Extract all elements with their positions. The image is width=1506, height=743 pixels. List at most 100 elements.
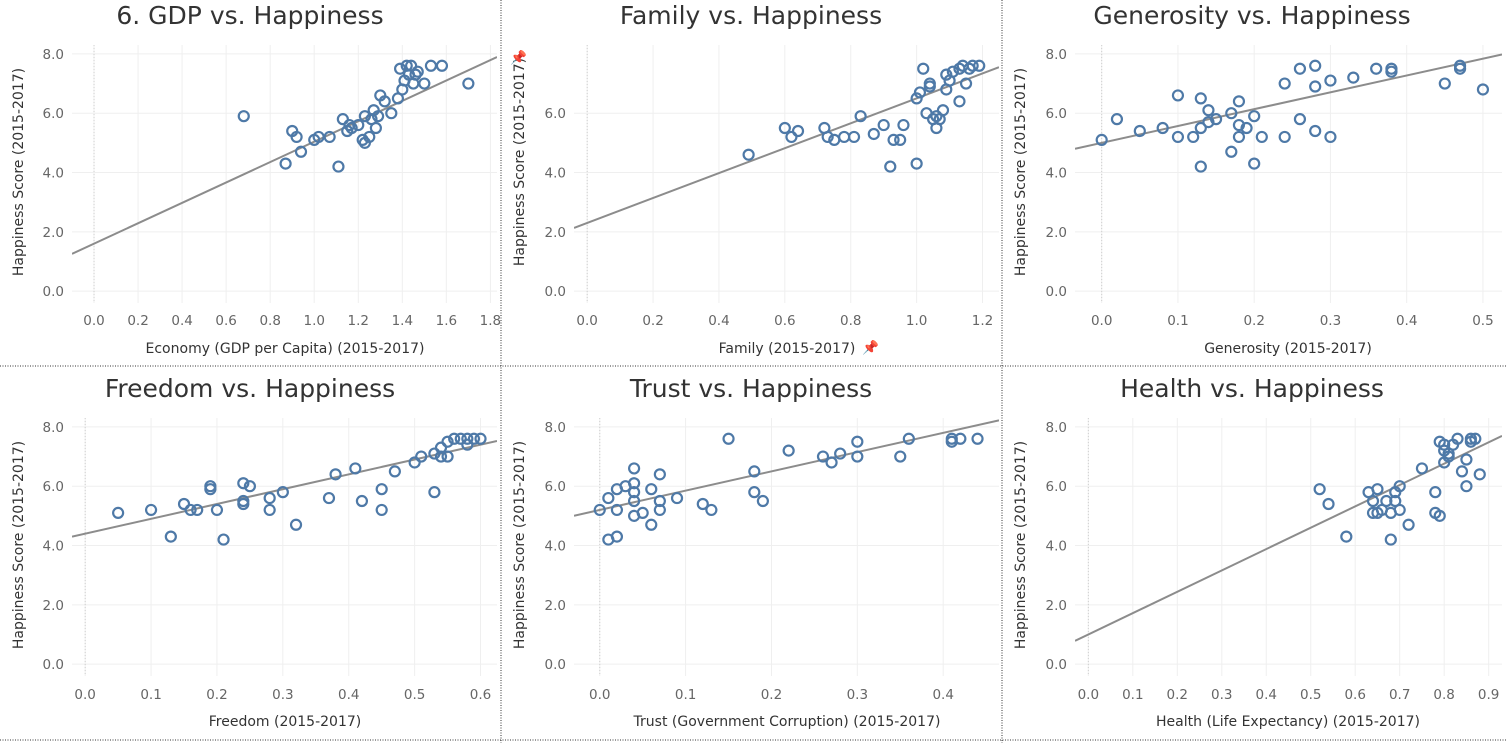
data-point[interactable] [610, 530, 624, 543]
data-point[interactable] [940, 68, 953, 81]
data-point[interactable] [1380, 494, 1393, 508]
data-point[interactable] [1209, 113, 1223, 126]
data-point[interactable] [742, 148, 755, 161]
data-point[interactable] [610, 503, 624, 517]
data-point[interactable] [1232, 130, 1246, 144]
data-point[interactable] [1347, 71, 1360, 84]
data-point[interactable] [670, 491, 684, 505]
data-point[interactable] [462, 77, 475, 90]
data-point[interactable] [782, 444, 795, 457]
data-point[interactable] [894, 133, 907, 146]
data-point[interactable] [448, 432, 461, 445]
data-point[interactable] [593, 503, 606, 517]
data-point[interactable] [791, 124, 805, 138]
data-point[interactable] [1278, 77, 1291, 90]
data-point[interactable] [628, 462, 641, 475]
data-point[interactable] [816, 450, 830, 463]
data-point[interactable] [838, 130, 851, 144]
data-point[interactable] [884, 160, 897, 173]
data-point[interactable] [1469, 432, 1482, 445]
data-point[interactable] [910, 92, 923, 105]
data-point[interactable] [418, 77, 431, 90]
data-point[interactable] [696, 497, 709, 511]
data-point[interactable] [177, 497, 191, 511]
data-point[interactable] [722, 432, 735, 445]
data-point[interactable] [954, 432, 967, 445]
data-point[interactable] [263, 491, 276, 505]
data-point[interactable] [913, 86, 927, 99]
data-point[interactable] [897, 118, 910, 132]
data-point[interactable] [237, 494, 250, 508]
data-point[interactable] [1293, 113, 1307, 126]
data-point[interactable] [1473, 468, 1486, 481]
data-point[interactable] [409, 68, 422, 81]
data-point[interactable] [1240, 121, 1253, 135]
data-point[interactable] [343, 118, 356, 132]
data-point[interactable] [959, 77, 973, 90]
data-point[interactable] [378, 95, 391, 108]
data-point[interactable] [164, 530, 177, 543]
data-point[interactable] [144, 503, 158, 517]
data-point[interactable] [1340, 530, 1353, 543]
data-point[interactable] [329, 468, 342, 481]
data-point[interactable] [1385, 65, 1398, 78]
data-point[interactable] [821, 130, 834, 144]
data-point[interactable] [474, 432, 487, 445]
data-point[interactable] [1293, 62, 1307, 75]
data-point[interactable] [415, 450, 428, 463]
data-point[interactable] [825, 456, 838, 469]
data-point[interactable] [854, 110, 867, 123]
data-point[interactable] [834, 447, 847, 460]
data-point[interactable] [1370, 62, 1383, 75]
data-point[interactable] [851, 450, 864, 463]
data-point[interactable] [1171, 89, 1185, 102]
data-point[interactable] [1313, 483, 1326, 496]
data-point[interactable] [461, 438, 474, 451]
data-point[interactable] [243, 480, 257, 493]
data-point[interactable] [756, 494, 769, 508]
data-point[interactable] [966, 59, 979, 72]
data-point[interactable] [467, 432, 481, 445]
data-point[interactable] [653, 503, 666, 517]
data-point[interactable] [1324, 130, 1337, 144]
data-point[interactable] [1402, 518, 1415, 531]
data-point[interactable] [435, 59, 449, 72]
data-point[interactable] [705, 503, 718, 517]
data-point[interactable] [645, 518, 658, 531]
data-point[interactable] [1460, 480, 1473, 493]
data-point[interactable] [394, 62, 407, 75]
data-point[interactable] [1133, 124, 1146, 138]
data-point[interactable] [953, 95, 966, 108]
data-point[interactable] [1415, 462, 1429, 475]
data-point[interactable] [1110, 113, 1124, 126]
data-point[interactable] [1433, 509, 1446, 522]
data-point[interactable] [1393, 503, 1406, 517]
data-point[interactable] [388, 465, 401, 478]
data-point[interactable] [289, 518, 303, 531]
data-point[interactable] [112, 506, 125, 519]
data-point[interactable] [653, 468, 666, 481]
data-point[interactable] [1366, 494, 1380, 508]
data-point[interactable] [628, 486, 641, 499]
data-point[interactable] [1322, 497, 1335, 511]
data-point[interactable] [877, 118, 890, 132]
data-point[interactable] [1248, 157, 1261, 170]
data-point[interactable] [434, 441, 448, 454]
pin-icon[interactable]: 📌 [862, 339, 879, 356]
data-point[interactable] [653, 494, 666, 508]
data-point[interactable] [336, 113, 349, 126]
data-point[interactable] [778, 121, 791, 135]
data-point[interactable] [1187, 130, 1200, 144]
data-point[interactable] [323, 130, 336, 144]
data-point[interactable] [237, 477, 250, 490]
data-point[interactable] [902, 432, 915, 445]
data-point[interactable] [204, 483, 217, 496]
data-point[interactable] [971, 432, 984, 445]
data-point[interactable] [1429, 486, 1442, 499]
data-point[interactable] [322, 491, 336, 505]
data-point[interactable] [946, 65, 959, 78]
data-point[interactable] [349, 462, 362, 475]
data-point[interactable] [1194, 160, 1207, 173]
data-point[interactable] [636, 506, 649, 519]
data-point[interactable] [1278, 130, 1291, 144]
